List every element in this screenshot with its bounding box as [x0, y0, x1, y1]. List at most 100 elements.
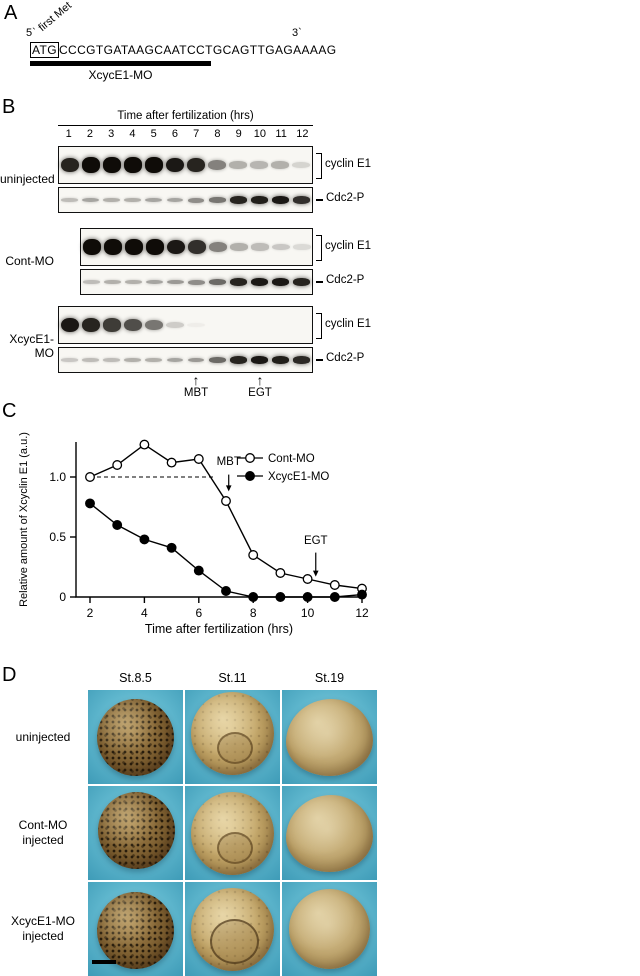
photo-uninjected-st11: [185, 690, 280, 784]
blot-band: [208, 242, 227, 252]
blot-band: [229, 196, 247, 204]
blot-band: [250, 196, 268, 204]
data-point-cont-mo: [329, 580, 340, 590]
blot-band: [188, 279, 205, 285]
mbt-label: MBT: [183, 387, 209, 399]
photo-xcyce1-mo-st85: [88, 882, 183, 976]
lane-number: 2: [86, 128, 93, 140]
blot-band: [292, 161, 311, 169]
data-point-xcyce1-mo: [329, 592, 340, 602]
blot-band: [81, 317, 100, 333]
photo-cont-mo-st85: [88, 786, 183, 880]
blot-xcyce1-mo-cdc2-p: [58, 347, 313, 373]
blot-band: [187, 357, 205, 363]
blastopore-ring: [217, 732, 253, 764]
row-label-uninjected: uninjected: [15, 730, 71, 744]
sequence-tail: CCCGTGATAAGCAATCCTGCAGTTGAGAAAAG: [58, 43, 337, 57]
embryo: [286, 699, 373, 776]
annotation-label-egt: EGT: [304, 535, 328, 547]
blot-band: [124, 357, 142, 363]
x-tick-label: 12: [355, 606, 369, 620]
blot-band: [229, 243, 248, 251]
blot-band: [82, 197, 100, 203]
blot-band: [165, 321, 184, 329]
x-tick-label: 2: [87, 606, 94, 620]
y-axis-title: Relative amount of Xcyclin E1 (a.u.): [18, 432, 30, 607]
data-point-xcyce1-mo: [166, 542, 177, 553]
blot-band: [124, 239, 143, 255]
scale-bar: [92, 960, 116, 964]
first-met-note: first Met: [36, 0, 74, 34]
blot-band: [82, 358, 100, 362]
xcyclin-chart-svg: 0 0.5 1.0 2 4 6 8 10 12 MBT EGT Cont-MO XcycE1-MO Tim…: [18, 432, 369, 636]
lane-number: 11: [275, 128, 287, 140]
blot-band: [166, 239, 185, 255]
blot-band: [125, 279, 142, 285]
morpholino-label: XcycE1-MO: [88, 68, 153, 82]
embryo: [191, 888, 274, 971]
data-point-xcyce1-mo: [221, 586, 231, 596]
blot-band: [166, 357, 184, 363]
blot-band: [60, 317, 79, 333]
series-line-xcyce1-mo: [89, 502, 363, 598]
embryo: [97, 699, 174, 776]
lane-number: 7: [193, 128, 200, 140]
lane-number: 1: [65, 128, 72, 140]
group-label-cont-mo: Cont-MO: [5, 254, 54, 268]
data-point-xcyce1-mo: [139, 534, 150, 545]
data-point-cont-mo: [275, 568, 286, 578]
photo-uninjected-st19: [282, 690, 377, 784]
blot-band: [102, 157, 121, 173]
annotation-arrowhead-egt: [312, 570, 319, 577]
egt-label: EGT: [248, 387, 272, 399]
blot-band: [250, 243, 269, 251]
row-label-cont-mo-injected: Cont-MO injected: [18, 818, 68, 847]
mrna-sequence: ATG CCCGTGATAAGCAATCCTGCAGTTGAGAAAAG: [30, 42, 337, 58]
mbt-arrow-icon: ↑: [192, 372, 200, 388]
blot-band: [61, 358, 78, 362]
column-header-st19: St.19: [314, 671, 345, 685]
column-header-st85: St.8.5: [119, 671, 152, 685]
blot-xcyce1-mo-cyclin-e1: [58, 306, 313, 344]
legend-label-xcyce1-mo: XcycE1-MO: [268, 471, 329, 483]
blot-band: [251, 278, 268, 286]
blot-band: [165, 157, 184, 173]
embryo: [191, 792, 274, 875]
data-point-cont-mo: [248, 550, 259, 560]
photo-xcyce1-mo-st19: [282, 882, 377, 976]
blot-band: [187, 322, 206, 328]
dash-marker: [316, 199, 323, 201]
embryo: [98, 792, 175, 869]
bracket-marker: [316, 235, 322, 261]
blot-band: [271, 356, 289, 364]
blot-band: [250, 356, 268, 364]
panel-a-label: A: [4, 2, 18, 24]
photo-xcyce1-mo-st11: [185, 882, 280, 976]
data-point-cont-mo: [85, 472, 95, 482]
blot-band: [293, 196, 310, 204]
dash-marker: [316, 281, 323, 283]
data-point-cont-mo: [221, 496, 231, 506]
blot-band: [209, 279, 226, 285]
x-tick-label: 10: [301, 606, 315, 620]
blot-group-uninjected: uninjected cyclin E1 Cdc2-P: [0, 146, 420, 213]
blot-band: [271, 196, 289, 204]
blot-band: [271, 161, 290, 169]
time-header-line: [58, 125, 313, 126]
data-point-cont-mo: [139, 439, 150, 450]
panel-d-label: D: [2, 664, 17, 686]
blot-band: [123, 157, 142, 173]
blot-label-cdc2-p: Cdc2-P: [326, 352, 365, 364]
blot-band: [272, 278, 289, 286]
blot-band: [144, 157, 163, 173]
blot-band: [60, 157, 79, 173]
embryo: [97, 892, 174, 969]
row-label-xcyce1-mo-injected: XcycE1-MO injected: [10, 914, 75, 943]
start-codon: ATG: [30, 42, 59, 58]
data-point-xcyce1-mo: [193, 565, 204, 576]
time-header: Time after fertilization (hrs): [117, 110, 254, 122]
blot-label-cdc2-p: Cdc2-P: [326, 274, 365, 286]
data-point-xcyce1-mo: [275, 592, 286, 602]
blot-uninjected-cdc2-p: [58, 187, 313, 213]
